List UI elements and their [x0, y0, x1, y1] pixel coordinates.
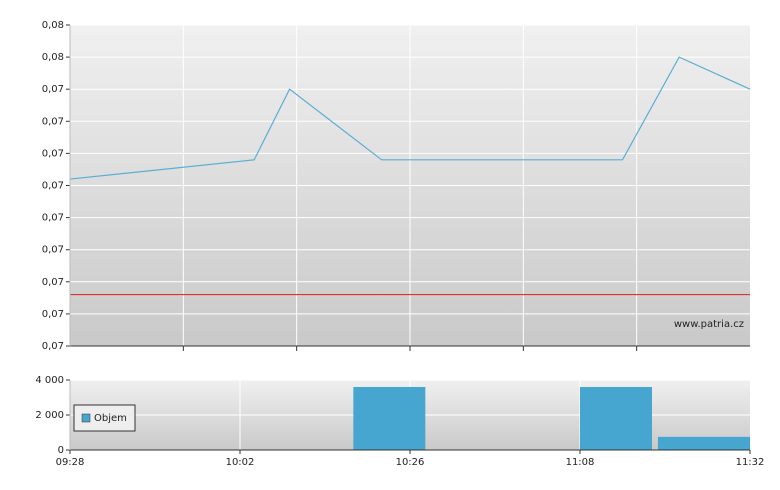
y-tick-label: 0,07: [42, 341, 64, 352]
y-tick-label: 2 000: [35, 410, 64, 421]
x-tick-label: 11:08: [566, 457, 595, 468]
y-tick-label: 0,08: [42, 20, 64, 31]
x-tick-label: 11:32: [736, 457, 765, 468]
x-tick-label: 10:26: [396, 457, 425, 468]
y-tick-label: 0,07: [42, 181, 64, 192]
price-line: [69, 56, 751, 180]
volume-bar: [580, 387, 652, 450]
y-tick-label: 0,07: [42, 84, 64, 95]
x-tick-label: 09:28: [56, 457, 85, 468]
y-tick-label: 0,08: [42, 52, 64, 63]
y-tick-label: 0,07: [42, 309, 64, 320]
legend-swatch: [81, 413, 91, 423]
y-tick-label: 0,07: [42, 213, 64, 224]
volume-bar: [353, 387, 426, 450]
x-tick-label: 10:02: [226, 457, 255, 468]
legend-label: Objem: [94, 413, 127, 424]
watermark: www.patria.cz: [674, 319, 744, 330]
volume-bar: [657, 436, 750, 450]
y-tick-label: 4 000: [35, 375, 64, 386]
y-tick-label: 0,07: [42, 277, 64, 288]
y-tick-label: 0: [58, 445, 64, 456]
y-tick-label: 0,07: [42, 148, 64, 159]
y-tick-label: 0,07: [42, 245, 64, 256]
y-tick-label: 0,07: [42, 116, 64, 127]
